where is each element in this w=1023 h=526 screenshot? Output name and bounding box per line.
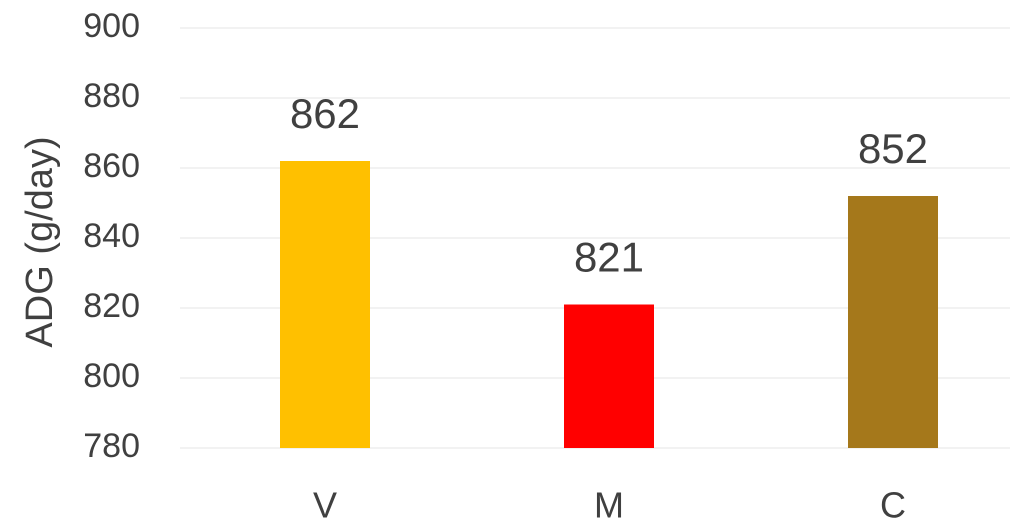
data-label: 862 [290, 90, 360, 137]
y-axis-title: ADG (g/day) [19, 136, 61, 347]
y-tick-label: 900 [83, 7, 140, 45]
bar [564, 304, 654, 448]
bar [848, 196, 938, 448]
y-tick-label: 880 [83, 77, 140, 115]
data-label: 821 [574, 234, 644, 281]
y-tick-label: 820 [83, 287, 140, 325]
x-tick-label: C [880, 485, 906, 526]
y-tick-label: 780 [83, 427, 140, 465]
x-tick-label: M [594, 485, 624, 526]
x-tick-label: V [313, 485, 337, 526]
y-tick-label: 840 [83, 217, 140, 255]
y-tick-label: 800 [83, 357, 140, 395]
bar [280, 161, 370, 448]
data-label: 852 [858, 125, 928, 172]
y-tick-label: 860 [83, 147, 140, 185]
